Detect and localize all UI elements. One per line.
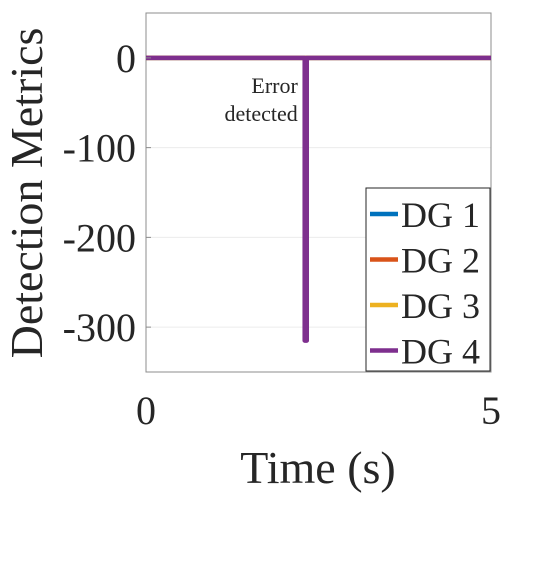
x-axis-label: Time (s): [240, 442, 396, 493]
legend-label-4: DG 4: [401, 332, 480, 372]
y-axis-label: Detection Metrics: [1, 28, 52, 359]
series-lines: [146, 55, 491, 343]
y-tick-label-1: -100: [63, 126, 136, 171]
annotation-error-detected: Error detected: [225, 73, 299, 126]
x-tick-label-0: 0: [136, 388, 156, 433]
legend-label-2: DG 2: [401, 241, 480, 281]
y-tick-label-2: -200: [63, 215, 136, 260]
x-tick-label-1: 5: [481, 388, 501, 433]
legend: DG 1 DG 2 DG 3 DG 4: [365, 187, 491, 372]
annotations: Error detected: [225, 73, 299, 126]
y-tick-label-3: -300: [63, 305, 136, 350]
plot-area: [145, 12, 492, 373]
series-line-4: [146, 55, 491, 343]
legend-label-3: DG 3: [401, 286, 480, 326]
legend-box: [365, 187, 491, 372]
y-tick-label-0: 0: [116, 36, 136, 81]
legend-label-1: DG 1: [401, 195, 480, 235]
